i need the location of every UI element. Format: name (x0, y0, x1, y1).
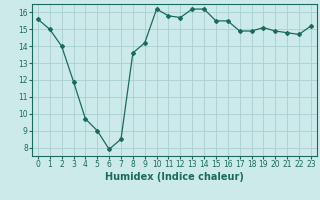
X-axis label: Humidex (Indice chaleur): Humidex (Indice chaleur) (105, 172, 244, 182)
